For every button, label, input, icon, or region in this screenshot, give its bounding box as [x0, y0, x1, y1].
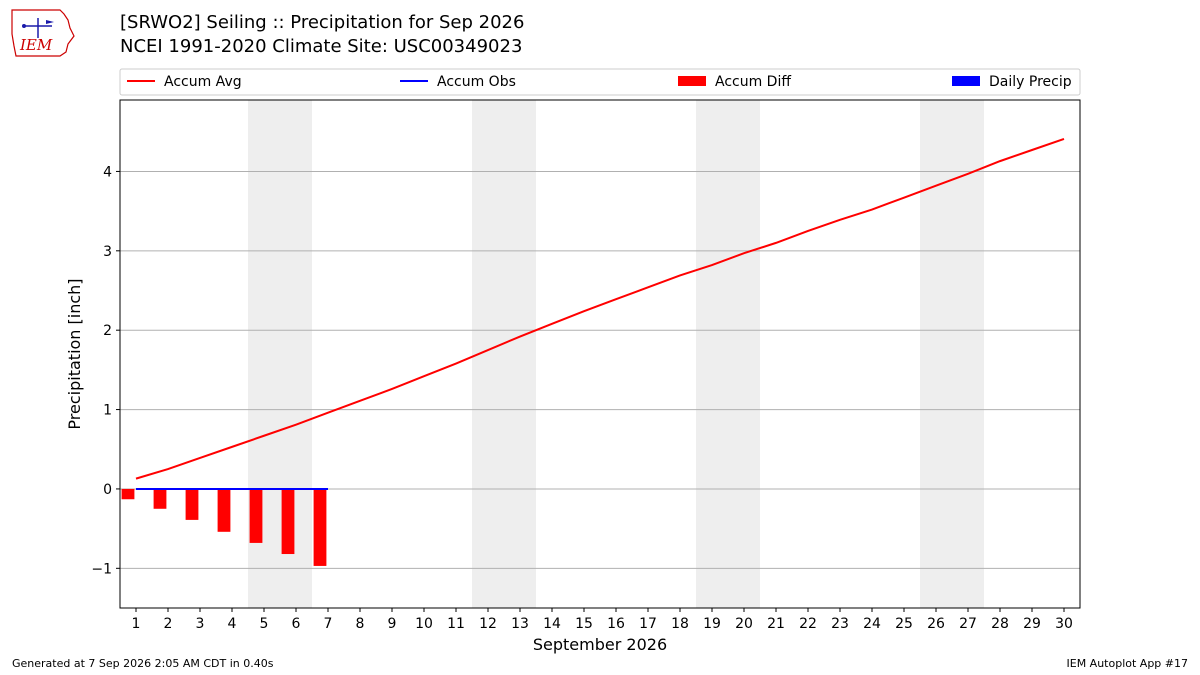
y-tick-label: 4	[103, 164, 112, 180]
x-tick-label: 16	[607, 616, 625, 632]
bars	[121, 488, 327, 566]
legend-label: Accum Obs	[437, 74, 516, 90]
x-tick-label: 1	[132, 616, 141, 632]
iem-logo: IEM	[11, 9, 75, 57]
x-tick-label: 21	[767, 616, 785, 632]
x-tick-label: 25	[895, 616, 913, 632]
weekend-span	[696, 100, 760, 608]
x-tick-label: 28	[991, 616, 1009, 632]
legend-label: Accum Diff	[715, 74, 791, 90]
x-tick-label: 14	[543, 616, 561, 632]
x-tick-label: 23	[831, 616, 849, 632]
legend: Accum Avg Accum Obs Accum Diff Daily Precip	[119, 68, 1081, 96]
x-tick-label: 7	[324, 616, 333, 632]
x-tick-label: 29	[1023, 616, 1041, 632]
accum-diff-bar	[281, 488, 295, 555]
legend-swatch	[952, 76, 980, 86]
x-ticks: 1 2 3 4 5 6 7 8 9 10 11 12 13 14 15 16 17 18 19 20 21 22 23 24 2…	[132, 608, 1073, 632]
x-tick-label: 24	[863, 616, 881, 632]
accum-diff-bar	[217, 488, 231, 532]
y-tick-label: 3	[103, 244, 112, 260]
x-tick-label: 6	[292, 616, 301, 632]
legend-frame	[119, 68, 1081, 96]
y-ticks: −1 0 1 2 3 4	[91, 164, 120, 577]
x-tick-label: 18	[671, 616, 689, 632]
x-tick-label: 12	[479, 616, 497, 632]
x-tick-label: 17	[639, 616, 657, 632]
x-tick-label: 30	[1055, 616, 1073, 632]
legend-item-daily-precip: Daily Precip	[952, 74, 1072, 90]
y-tick-label: 0	[103, 482, 112, 498]
x-tick-label: 9	[388, 616, 397, 632]
x-tick-label: 19	[703, 616, 721, 632]
weekend-span	[472, 100, 536, 608]
x-tick-label: 13	[511, 616, 529, 632]
accum-diff-bar	[249, 488, 263, 543]
legend-item-accum-avg: Accum Avg	[127, 74, 242, 90]
x-tick-label: 5	[260, 616, 269, 632]
accum-diff-bar	[153, 488, 167, 509]
legend-item-accum-diff: Accum Diff	[678, 74, 791, 90]
lines	[135, 137, 1065, 490]
x-tick-label: 2	[164, 616, 173, 632]
y-tick-label: −1	[91, 561, 112, 577]
y-axis-label: Precipitation [inch]	[65, 278, 84, 429]
legend-item-accum-obs: Accum Obs	[400, 74, 516, 90]
legend-label: Daily Precip	[989, 74, 1072, 90]
x-tick-label: 8	[356, 616, 365, 632]
logo-text: IEM	[19, 36, 53, 54]
accum-diff-bar	[313, 488, 327, 566]
x-tick-label: 22	[799, 616, 817, 632]
y-tick-label: 2	[103, 323, 112, 339]
x-tick-label: 10	[415, 616, 433, 632]
x-tick-label: 4	[228, 616, 237, 632]
chart-title: [SRWO2] Seiling :: Precipitation for Sep…	[120, 12, 525, 33]
legend-label: Accum Avg	[164, 74, 242, 90]
x-axis-label: September 2026	[533, 635, 667, 654]
app-credit: IEM Autoplot App #17	[1066, 657, 1189, 670]
x-tick-label: 15	[575, 616, 593, 632]
plot-frame	[119, 99, 1081, 609]
x-tick-label: 27	[959, 616, 977, 632]
x-tick-label: 26	[927, 616, 945, 632]
accum-diff-bar	[185, 488, 199, 520]
x-tick-label: 11	[447, 616, 465, 632]
y-tick-label: 1	[103, 403, 112, 419]
chart-subtitle: NCEI 1991-2020 Climate Site: USC00349023	[120, 36, 523, 57]
accum-diff-bar	[121, 488, 135, 500]
accum-avg-line	[135, 137, 1065, 480]
x-tick-label: 3	[196, 616, 205, 632]
weekend-shading	[248, 100, 984, 608]
generated-timestamp: Generated at 7 Sep 2026 2:05 AM CDT in 0…	[12, 657, 274, 670]
weekend-span	[920, 100, 984, 608]
x-tick-label: 20	[735, 616, 753, 632]
legend-swatch	[678, 76, 706, 86]
